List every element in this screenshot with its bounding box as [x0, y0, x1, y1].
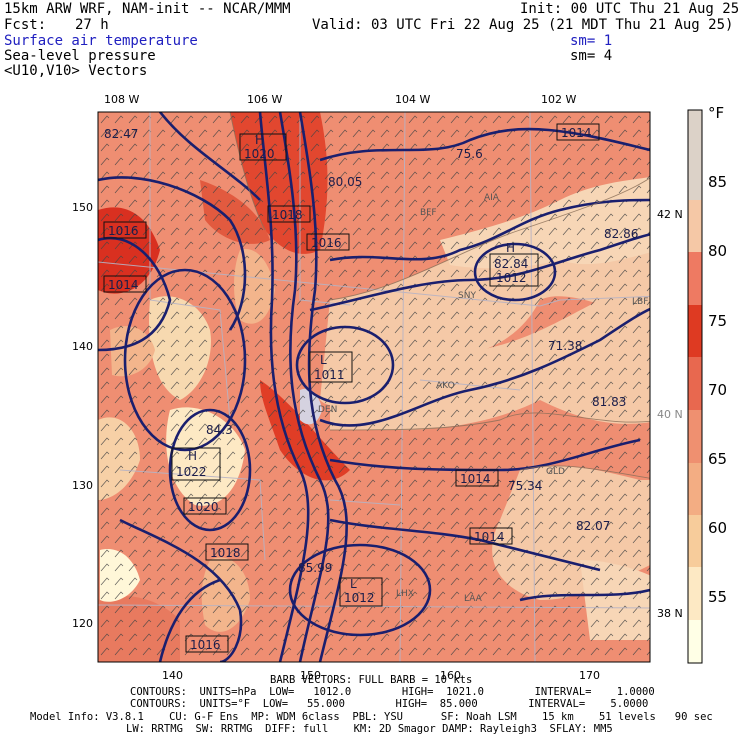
station-label: GLD — [546, 467, 565, 477]
high-marker: H — [188, 449, 197, 463]
pressure-label: 1012 — [344, 591, 375, 605]
init-time: Init: 00 UTC Thu 21 Aug 25 — [520, 1, 740, 17]
temp-extremum: 82.07 — [576, 519, 610, 533]
x-tick-label: 160 — [440, 669, 461, 682]
colorbar-tick: 75 — [708, 312, 727, 330]
barb-legend: BARB VECTORS: FULL BARB = 10 kts — [270, 674, 473, 686]
pressure-label: 1016 — [108, 224, 139, 238]
temperature-colorbar — [687, 109, 703, 664]
field-1-smoothing: sm= 1 — [570, 33, 613, 49]
temperature-field: H 1020 1018 1016 1014 1016 1014 H 82.84 … — [98, 112, 650, 662]
colorbar-tick: 65 — [708, 450, 727, 468]
colorbar-tick: 85 — [708, 173, 727, 191]
colorbar-tick: 55 — [708, 588, 727, 606]
x-tick-label: 150 — [300, 669, 321, 682]
latitude-label: 38 N — [657, 607, 683, 620]
forecast-label: Fcst: — [4, 17, 47, 33]
x-tick-label: 140 — [162, 669, 183, 682]
pressure-label: 1014 — [108, 278, 139, 292]
pressure-label: 1014 — [474, 530, 505, 544]
temp-extremum: 84.3 — [206, 423, 233, 437]
model-info: Model Info: V3.8.1 CU: G-F Ens MP: WDM 6… — [30, 711, 713, 723]
high-marker: H — [506, 241, 515, 255]
longitude-label: 106 W — [247, 93, 282, 106]
field-3-name: <U10,V10> Vectors — [4, 63, 148, 79]
temp-extremum: 71.38 — [548, 339, 582, 353]
temperature-contour-info: CONTOURS: UNITS=°F LOW= 55.000 HIGH= 85.… — [130, 698, 649, 710]
station-label: DEN — [318, 405, 337, 415]
station-label: LHX — [396, 589, 414, 599]
pressure-label: 1016 — [190, 638, 221, 652]
colorbar-tick: 70 — [708, 381, 727, 399]
pressure-label: 1018 — [210, 546, 241, 560]
temp-extremum: 75.6 — [456, 147, 483, 161]
temp-extremum: 80.05 — [328, 175, 362, 189]
field-1-name: Surface air temperature — [4, 33, 198, 49]
high-marker: H — [255, 133, 264, 147]
station-label: AKO — [436, 381, 455, 391]
station-label: LBF — [632, 297, 648, 307]
colorbar-tick: 80 — [708, 242, 727, 260]
pressure-contour-info: CONTOURS: UNITS=hPa LOW= 1012.0 HIGH= 10… — [130, 686, 655, 698]
pressure-label: 1022 — [176, 465, 207, 479]
pressure-label: 1014 — [561, 126, 592, 140]
latitude-label: 40 N — [657, 408, 683, 421]
longitude-label: 102 W — [541, 93, 576, 106]
low-marker: L — [350, 577, 357, 591]
pressure-label: 1018 — [272, 208, 303, 222]
y-tick-label: 150 — [72, 201, 93, 214]
y-tick-label: 130 — [72, 479, 93, 492]
temp-extremum: 81.83 — [592, 395, 626, 409]
model-info-2: LW: RRTMG SW: RRTMG DIFF: full KM: 2D Sm… — [126, 723, 613, 735]
valid-time: Valid: 03 UTC Fri 22 Aug 25 (21 MDT Thu … — [312, 17, 734, 33]
forecast-hours: 27 h — [75, 17, 109, 33]
station-label: SNY — [458, 291, 476, 301]
map-frame — [97, 111, 651, 663]
pressure-label: 1011 — [314, 368, 345, 382]
temp-extremum: 75.34 — [508, 479, 542, 493]
pressure-label: 1020 — [188, 500, 219, 514]
longitude-label: 104 W — [395, 93, 430, 106]
temp-extremum: 82.86 — [604, 227, 638, 241]
x-tick-label: 170 — [579, 669, 600, 682]
temp-extremum: 85.99 — [298, 561, 332, 575]
field-2-name: Sea-level pressure — [4, 48, 156, 64]
longitude-label: 108 W — [104, 93, 139, 106]
station-label: LAA — [464, 594, 483, 604]
y-tick-label: 140 — [72, 340, 93, 353]
colorbar-unit: °F — [708, 104, 724, 122]
colorbar-tick: 60 — [708, 519, 727, 537]
station-label: AIA — [484, 193, 500, 203]
pressure-label: 1016 — [311, 236, 342, 250]
latitude-label: 42 N — [657, 208, 683, 221]
pressure-label: 1012 — [496, 271, 527, 285]
low-marker: L — [320, 353, 327, 367]
model-title: 15km ARW WRF, NAM-init -- NCAR/MMM — [4, 1, 291, 17]
pressure-label: 1014 — [460, 472, 491, 486]
temp-extremum: 82.84 — [494, 257, 528, 271]
pressure-label: 1020 — [244, 147, 275, 161]
station-label: BFF — [420, 208, 437, 218]
y-tick-label: 120 — [72, 617, 93, 630]
field-2-smoothing: sm= 4 — [570, 48, 613, 64]
temp-extremum: 82.47 — [104, 127, 138, 141]
